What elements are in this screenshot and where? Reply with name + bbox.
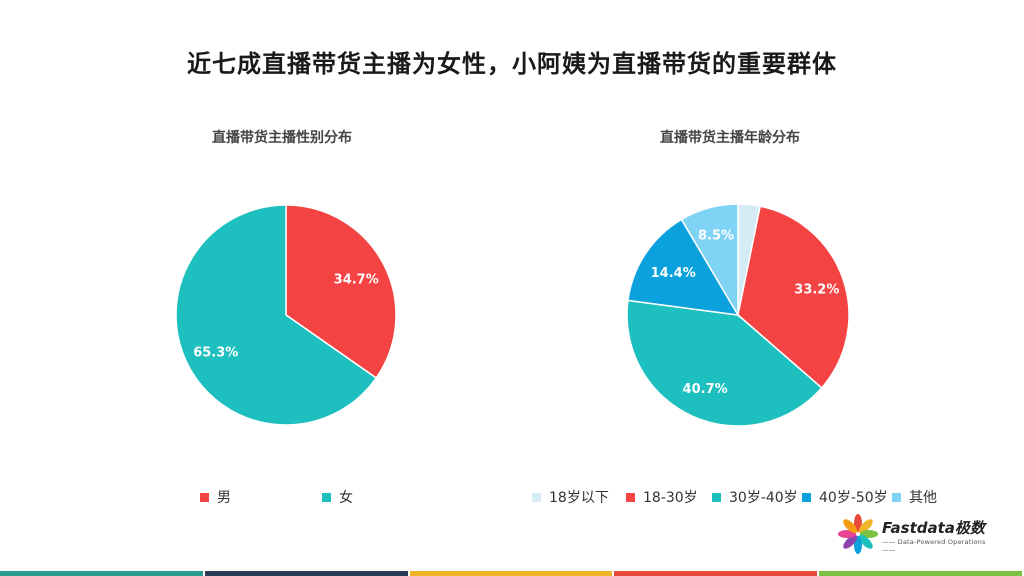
slice-label-1-1: 33.2% (794, 282, 839, 297)
legend-label: 18岁以下 (549, 490, 609, 506)
pie-slice-1-1 (737, 205, 850, 389)
legend-swatch (712, 492, 721, 502)
gender-pie-chart: 34.7% 65.3% (175, 204, 397, 426)
legend-label: 40岁-50岁 (819, 490, 888, 506)
slice-label-1-4: 8.5% (698, 229, 734, 244)
footer-segment (819, 571, 1022, 576)
pie-slice-0-1 (175, 204, 378, 426)
pie-slice-1-2 (626, 299, 823, 427)
legend-item-1-4: 其他 (892, 487, 937, 507)
pie-slice-0-0 (285, 204, 397, 380)
slice-label-0-1: 65.3% (193, 346, 238, 361)
footer-segment (614, 571, 818, 576)
legend-swatch (802, 492, 811, 502)
logo-tagline: —— Data-Powered Operations —— (882, 538, 986, 554)
legend-item-0-0: 男 (200, 487, 231, 507)
legend-label: 30岁-40岁 (729, 490, 798, 506)
footer-color-bar (0, 571, 1024, 576)
fastdata-logo: Fastdata极数 —— Data-Powered Operations —— (838, 513, 998, 555)
age-pie-chart: 33.2% 40.7% 14.4% 8.5% (626, 203, 850, 427)
logo-flower-icon (838, 514, 878, 554)
slice-label-1-2: 40.7% (683, 382, 728, 397)
legend-item-1-2: 30岁-40岁 (712, 487, 798, 507)
slice-label-1-3: 14.4% (651, 266, 696, 281)
footer-segment (409, 571, 613, 576)
legend-label: 18-30岁 (643, 490, 698, 506)
pie-slice-1-4 (680, 203, 739, 318)
legend-swatch (322, 492, 331, 502)
footer-segment (0, 571, 203, 576)
legend-label: 女 (339, 490, 353, 506)
legend-item-1-1: 18-30岁 (626, 487, 698, 507)
legend-label: 男 (217, 490, 231, 506)
gender-chart-title: 直播带货主播性别分布 (212, 130, 352, 146)
slice-label-0-0: 34.7% (334, 272, 379, 287)
footer-segment (204, 571, 408, 576)
legend-item-1-3: 40岁-50岁 (802, 487, 888, 507)
legend-item-1-0: 18岁以下 (532, 487, 609, 507)
age-chart-title: 直播带货主播年龄分布 (660, 130, 800, 146)
legend-swatch (892, 492, 901, 502)
legend-item-0-1: 女 (322, 487, 353, 507)
pie-slice-1-3 (627, 218, 740, 316)
legend-swatch (532, 492, 541, 502)
logo-name: Fastdata极数 (882, 519, 985, 537)
legend-swatch (626, 492, 635, 502)
legend-label: 其他 (909, 490, 937, 506)
page-title: 近七成直播带货主播为女性，小阿姨为直播带货的重要群体 (187, 50, 837, 78)
legend-swatch (200, 492, 209, 502)
